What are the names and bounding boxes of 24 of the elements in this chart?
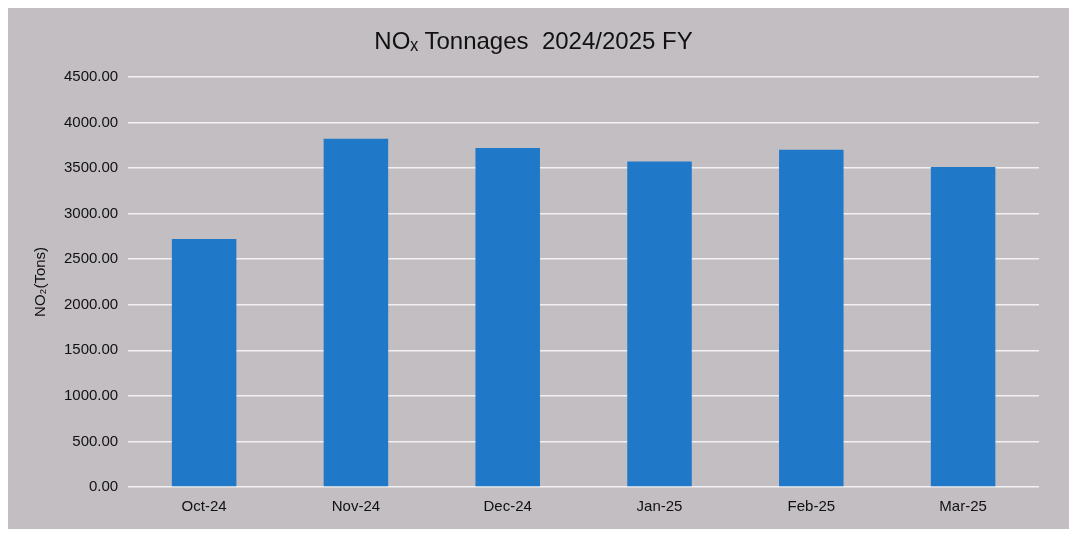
- x-tick-label: Mar-25: [939, 497, 987, 515]
- bar: [323, 138, 389, 487]
- y-tick-label: 1000.00: [63, 385, 119, 403]
- y-tick-label: 3500.00: [63, 158, 119, 176]
- bar: [779, 149, 844, 487]
- x-tick-label: Jan-25: [636, 497, 683, 515]
- y-tick-label: 2000.00: [63, 294, 119, 312]
- chart-title: NOₓ Tonnages 2024/2025 FY: [374, 27, 693, 55]
- y-tick-label: 500.00: [72, 431, 119, 449]
- x-tick-label: Feb-25: [787, 497, 836, 515]
- bar: [627, 161, 692, 487]
- y-tick-label: 1500.00: [63, 340, 119, 358]
- y-tick-label: 2500.00: [63, 249, 119, 267]
- x-tick-label: Nov-24: [331, 497, 381, 515]
- y-tick-label: 3000.00: [63, 203, 119, 221]
- bar: [171, 239, 237, 487]
- x-tick-label: Dec-24: [483, 497, 532, 515]
- y-tick-label: 0.00: [89, 477, 119, 495]
- y-tick-label: 4000.00: [63, 112, 119, 130]
- x-tick-label: Oct-24: [181, 497, 227, 515]
- y-tick-label: 4500.00: [63, 66, 119, 84]
- bar: [475, 147, 540, 487]
- bar: [930, 167, 996, 487]
- y-axis-title: NO₂(Tons): [31, 246, 49, 317]
